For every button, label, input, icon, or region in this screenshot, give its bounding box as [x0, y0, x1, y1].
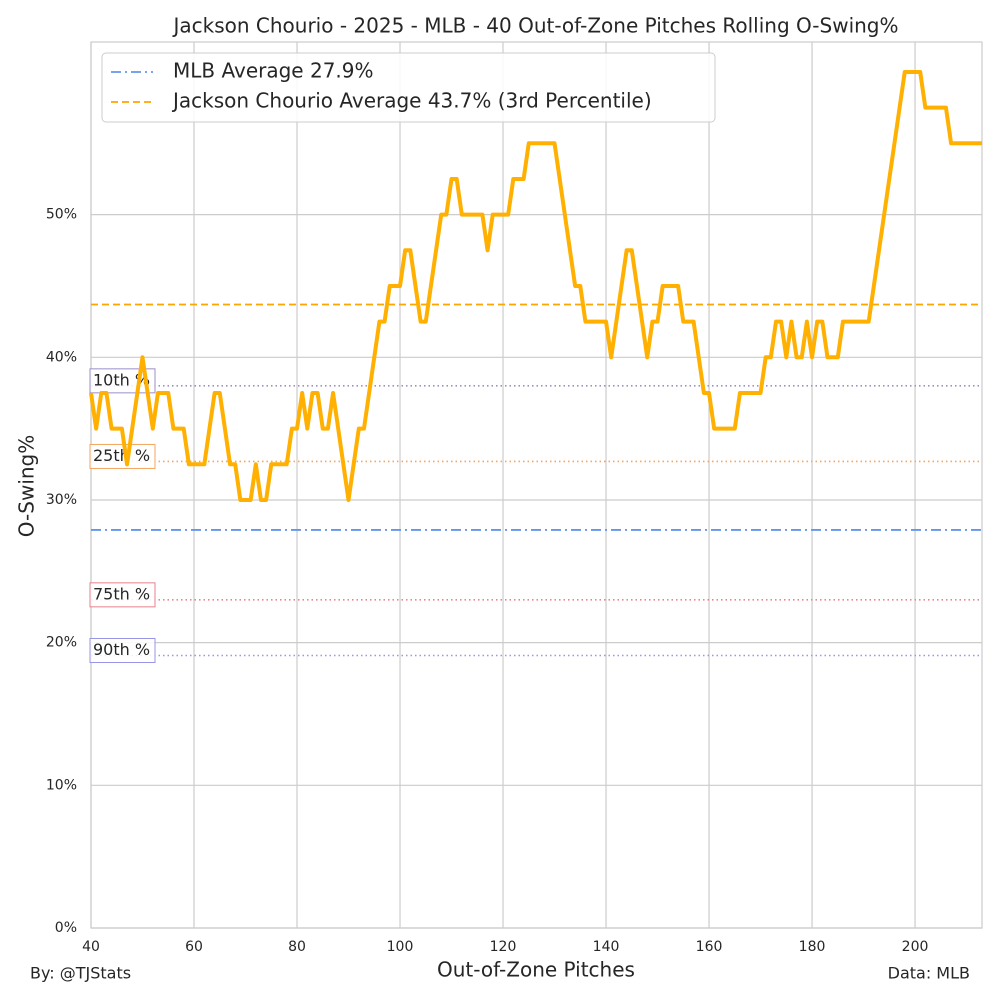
- x-tick-label: 120: [490, 939, 517, 955]
- y-tick-label: 40%: [46, 349, 77, 365]
- legend-box: [101, 52, 716, 123]
- credit: By: @TJStats: [30, 964, 131, 983]
- x-axis-label: Out-of-Zone Pitches: [437, 958, 635, 982]
- x-tick-label: 200: [902, 939, 929, 955]
- data-line: [89, 69, 982, 502]
- percentile-label: 90th %: [93, 640, 150, 659]
- percentile-label-box: [89, 637, 156, 663]
- percentile-label: 25th %: [93, 446, 150, 465]
- plot-frame: [90, 41, 983, 929]
- percentile-label: 10th %: [93, 370, 150, 389]
- percentile-label-box: [89, 443, 156, 469]
- percentile-label-box: [89, 582, 156, 608]
- y-tick-label: 50%: [46, 207, 77, 223]
- y-tick-label: 10%: [46, 777, 77, 793]
- y-axis-label: O-Swing%: [15, 435, 39, 538]
- x-tick-label: 80: [288, 939, 306, 955]
- x-tick-label: 160: [696, 939, 723, 955]
- y-tick-label: 0%: [55, 920, 77, 936]
- x-tick-label: 140: [593, 939, 620, 955]
- chart-title: Jackson Chourio - 2025 - MLB - 40 Out-of…: [171, 14, 898, 38]
- x-tick-label: 60: [185, 939, 203, 955]
- source: Data: MLB: [888, 964, 970, 983]
- x-tick-label: 40: [82, 939, 100, 955]
- legend-label: MLB Average 27.9%: [173, 59, 374, 83]
- y-tick-label: 30%: [46, 492, 77, 508]
- percentile-label: 75th %: [93, 584, 150, 603]
- legend-label: Jackson Chourio Average 43.7% (3rd Perce…: [171, 89, 652, 113]
- x-tick-label: 100: [387, 939, 414, 955]
- x-tick-label: 180: [799, 939, 826, 955]
- y-tick-label: 20%: [46, 635, 77, 651]
